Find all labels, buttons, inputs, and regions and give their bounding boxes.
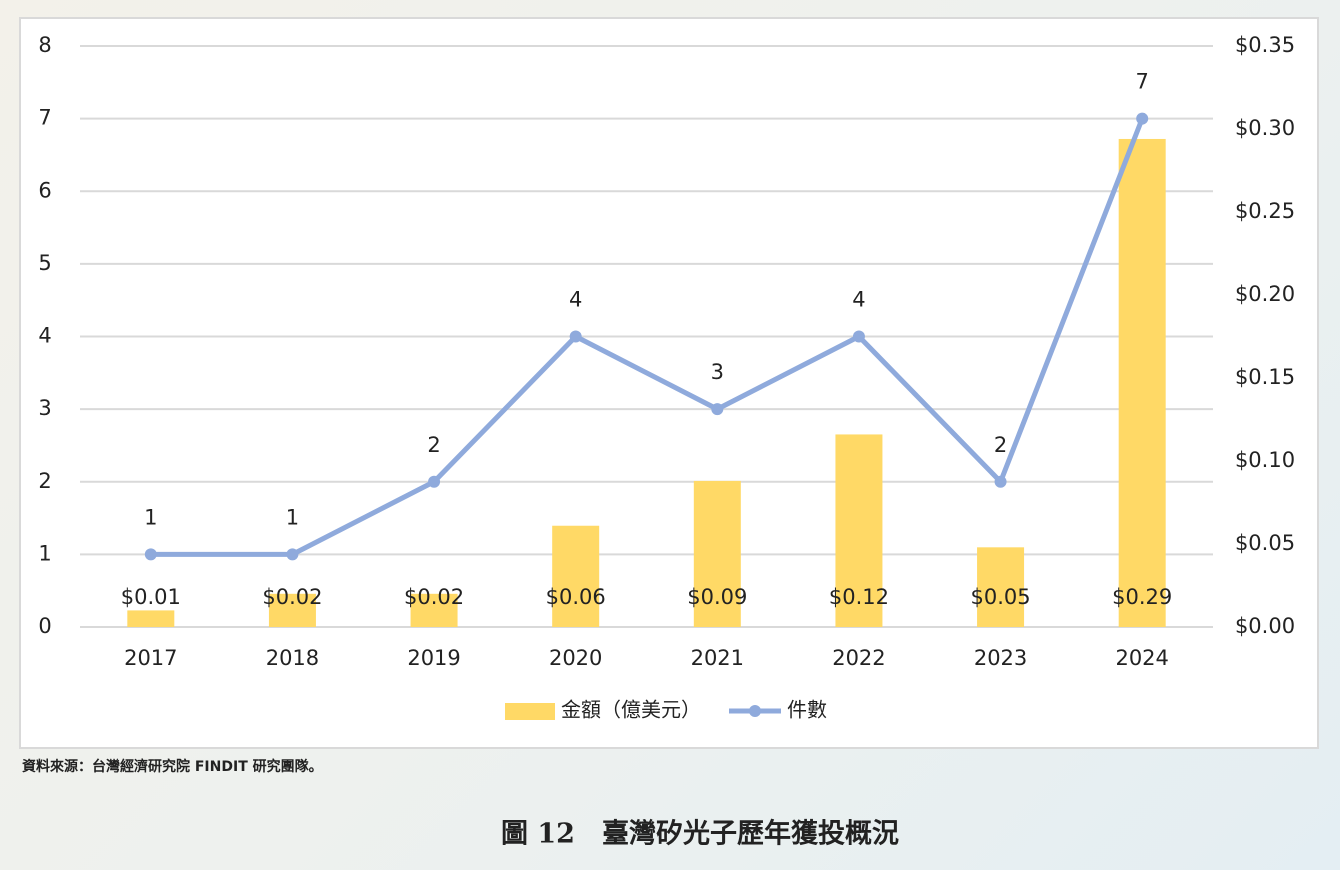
line-marker (711, 403, 724, 416)
y2-tick-label: $0.05 (1235, 531, 1295, 555)
x-tick-label: 2018 (266, 646, 319, 670)
line-value-label: 1 (286, 505, 299, 529)
bar-value-label: $0.01 (121, 585, 181, 609)
y-tick-label: 8 (38, 33, 51, 57)
x-tick-label: 2020 (549, 646, 602, 670)
y2-tick-label: $0.15 (1235, 365, 1295, 389)
line (150, 117, 1145, 557)
bar (268, 593, 316, 627)
bar (127, 610, 175, 627)
y2-tick-label: $0.35 (1235, 33, 1295, 57)
y-tick-label: 2 (38, 469, 51, 493)
bar (977, 547, 1025, 627)
bar (693, 480, 741, 627)
bar-value-label: $0.12 (829, 585, 889, 609)
line-marker (1136, 112, 1149, 125)
line-marker (144, 548, 157, 561)
x-tick-label: 2019 (407, 646, 460, 670)
x-tick-label: 2017 (124, 646, 177, 670)
line-value-label: 7 (1136, 70, 1149, 94)
line-value-label: 3 (711, 360, 724, 384)
line-marker (428, 475, 441, 488)
bar-value-label: $0.06 (546, 585, 606, 609)
line-value-label: 4 (569, 288, 582, 312)
y-tick-label: 7 (38, 106, 51, 130)
source-note: 資料來源：台灣經濟研究院 FINDIT 研究團隊。 (22, 758, 323, 775)
line-marker (994, 475, 1007, 488)
y-tick-label: 1 (38, 541, 51, 565)
bar (835, 434, 883, 627)
bar-value-label: $0.02 (262, 585, 322, 609)
y-tick-label: 4 (38, 324, 51, 348)
line-value-label: 2 (994, 433, 1007, 457)
line-value-label: 1 (144, 505, 157, 529)
y-tick-label: 0 (38, 614, 51, 638)
legend-swatch-marker (749, 705, 761, 717)
bar-value-label: $0.09 (687, 585, 747, 609)
x-tick-label: 2021 (691, 646, 744, 670)
x-tick-label: 2023 (974, 646, 1027, 670)
bar-value-label: $0.05 (971, 585, 1031, 609)
line-marker (852, 330, 865, 343)
line-marker (569, 330, 582, 343)
x-tick-label: 2022 (832, 646, 885, 670)
legend-label: 金額（億美元） (561, 698, 701, 722)
legend-label: 件數 (787, 698, 827, 722)
bar (552, 525, 600, 627)
y2-tick-label: $0.30 (1235, 116, 1295, 140)
y2-tick-label: $0.10 (1235, 448, 1295, 472)
y-tick-label: 3 (38, 396, 51, 420)
y-tick-label: 5 (38, 251, 51, 275)
y2-tick-label: $0.25 (1235, 199, 1295, 223)
bar-value-label: $0.29 (1112, 585, 1172, 609)
line-value-label: 4 (852, 288, 865, 312)
line-marker (286, 548, 299, 561)
y-tick-label: 6 (38, 178, 51, 202)
bar-value-label: $0.02 (404, 585, 464, 609)
legend-swatch (505, 703, 555, 720)
x-tick-label: 2024 (1115, 646, 1168, 670)
line-value-label: 2 (427, 433, 440, 457)
y2-tick-label: $0.20 (1235, 282, 1295, 306)
figure-caption: 圖 12 臺灣矽光子歷年獲投概況 (501, 818, 899, 850)
bar (410, 593, 458, 627)
y2-tick-label: $0.00 (1235, 614, 1295, 638)
bar (1118, 138, 1166, 627)
